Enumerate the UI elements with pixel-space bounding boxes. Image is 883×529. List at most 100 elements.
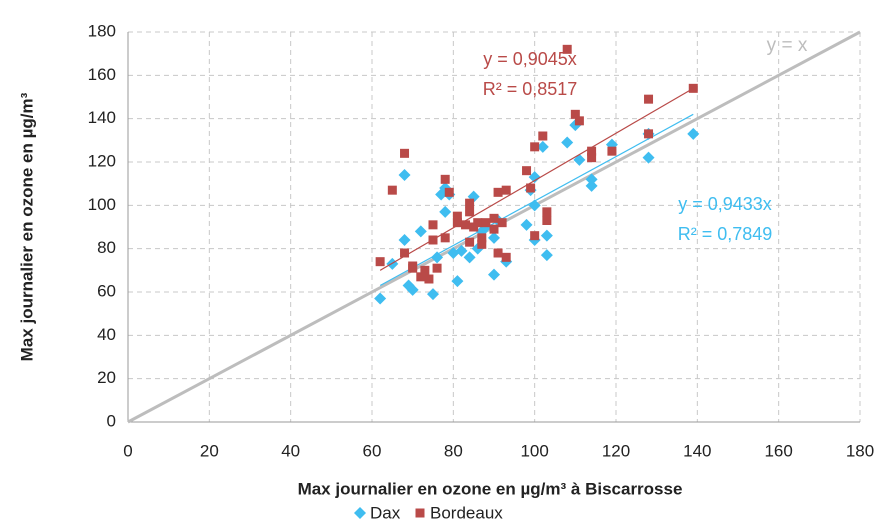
y-tick-label: 100 [88, 195, 116, 214]
data-point [585, 173, 598, 186]
data-point [427, 288, 439, 301]
data-point [526, 183, 536, 193]
data-point [465, 198, 475, 208]
data-point [542, 216, 552, 225]
data-point [574, 116, 584, 126]
data-point [488, 231, 500, 244]
trend-r2: R² = 0,7849 [678, 224, 773, 244]
data-point [424, 274, 434, 284]
data-point [420, 265, 430, 275]
y-tick-label: 120 [88, 151, 116, 170]
data-point [540, 229, 553, 242]
data-point [585, 179, 598, 192]
data-point [573, 153, 586, 166]
y-tick-label: 80 [97, 238, 116, 257]
data-point [488, 268, 500, 281]
data-point [536, 140, 549, 153]
data-point [481, 218, 491, 228]
data-point [562, 44, 572, 54]
x-tick-label: 60 [363, 441, 382, 460]
y-tick-label: 140 [88, 108, 116, 127]
x-tick-label: 40 [281, 441, 300, 460]
data-point [501, 252, 511, 262]
data-point [428, 220, 438, 230]
data-point [477, 239, 487, 249]
data-point [374, 292, 387, 305]
data-point [538, 131, 548, 141]
data-point [497, 218, 507, 228]
data-point [542, 207, 552, 217]
data-point [530, 142, 540, 152]
data-point [416, 272, 426, 282]
data-point [400, 248, 410, 258]
data-point [452, 211, 462, 221]
data-point [465, 207, 475, 217]
data-point [444, 187, 454, 197]
data-point [452, 218, 462, 228]
data-point [398, 169, 411, 181]
y-tick-label: 180 [88, 21, 116, 40]
x-tick-label: 20 [200, 441, 219, 460]
trend-equation: y = 0,9045x [483, 49, 577, 69]
x-tick-label: 0 [123, 441, 132, 460]
data-point [607, 146, 617, 156]
trend-equation: y = 0,9433x [678, 194, 772, 214]
data-point [431, 251, 444, 264]
data-point [642, 151, 655, 164]
trendline [379, 87, 694, 271]
data-point [398, 234, 411, 246]
data-point [414, 225, 427, 238]
y-axis-title: Max journalier en ozone en µg/m³ [17, 92, 36, 361]
x-tick-label: 140 [683, 441, 711, 460]
data-point [587, 153, 597, 163]
data-point [687, 127, 700, 140]
data-point [477, 233, 487, 243]
x-tick-label: 100 [520, 441, 548, 460]
data-point [451, 275, 464, 288]
data-point [455, 244, 468, 257]
data-point [440, 174, 450, 184]
data-point [432, 263, 442, 273]
data-point [461, 220, 471, 230]
x-tick-label: 160 [764, 441, 792, 460]
legend-label: Bordeaux [430, 503, 503, 522]
data-point [540, 249, 553, 262]
reference-label: y = x [767, 35, 808, 56]
legend-marker [354, 507, 366, 519]
y-tick-label: 40 [97, 325, 116, 344]
data-point [473, 218, 483, 228]
legend-marker [415, 508, 425, 518]
data-point [375, 257, 385, 267]
data-point [587, 146, 597, 156]
x-tick-label: 180 [846, 441, 874, 460]
trendline [379, 113, 694, 287]
legend-label: Dax [370, 503, 401, 522]
y-tick-label: 0 [107, 411, 116, 430]
data-point [644, 129, 654, 139]
data-point [439, 205, 452, 218]
trend-r2: R² = 0,8517 [483, 79, 578, 99]
data-point [408, 261, 418, 271]
data-point [528, 171, 541, 184]
data-point [561, 136, 574, 149]
data-point [520, 218, 533, 231]
x-axis-title: Max journalier en ozone en µg/m³ à Bisca… [298, 479, 683, 498]
data-point [570, 109, 580, 119]
data-point [406, 283, 419, 296]
data-point [644, 94, 654, 104]
x-tick-label: 80 [444, 441, 463, 460]
data-point [493, 248, 503, 258]
y-tick-label: 160 [88, 65, 116, 84]
data-point [489, 224, 499, 234]
data-point [463, 251, 476, 264]
data-point [530, 231, 540, 241]
data-point [522, 166, 532, 176]
data-point [400, 148, 410, 158]
y-tick-label: 60 [97, 281, 116, 300]
x-tick-label: 120 [602, 441, 630, 460]
data-point [493, 187, 503, 197]
data-point [440, 233, 450, 243]
data-point [465, 237, 475, 247]
data-point [501, 185, 511, 195]
